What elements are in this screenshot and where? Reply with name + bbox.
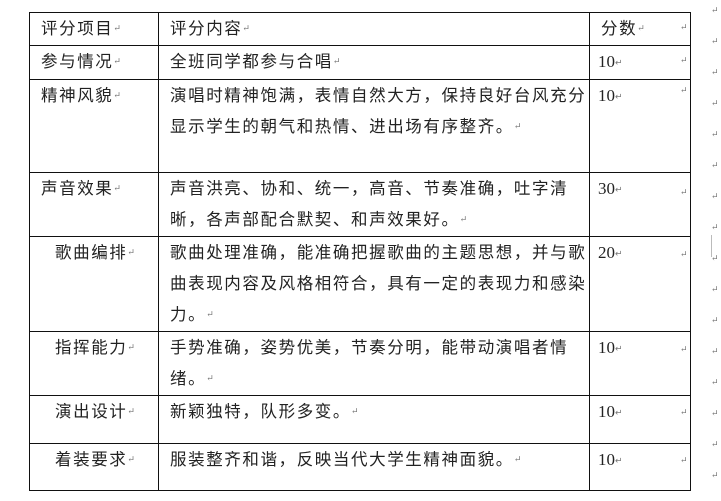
table-header-row: 评分项目↵ 评分内容↵ 分数↵	[29, 12, 691, 46]
row-end-mark: ↵	[680, 23, 688, 33]
table-row: 着装要求↵ 服装整齐和谐，反映当代大学生精神面貌。↵ 10↵	[29, 442, 691, 491]
row-end-mark: ↵	[680, 86, 688, 96]
row-end-mark: ↵	[680, 456, 688, 466]
table-row: 指挥能力↵ 手势准确，姿势优美，节奏分明，能带动演唱者情绪。↵ 10↵	[29, 330, 691, 396]
content-cell[interactable]: 全班同学都参与合唱↵	[158, 45, 590, 80]
item-cell[interactable]: 精神风貌↵	[29, 78, 159, 173]
paragraph-mark: ↵	[711, 409, 719, 419]
paragraph-mark: ↵	[711, 440, 719, 450]
header-cell[interactable]: 评分项目↵	[29, 12, 159, 46]
row-end-mark: ↵	[680, 56, 688, 66]
content-cell[interactable]: 演唱时精神饱满，表情自然大方，保持良好台风充分显示学生的朝气和热情、进出场有序整…	[158, 78, 590, 173]
table-row: 演出设计↵ 新颖独特，队形多变。↵ 10↵	[29, 394, 691, 444]
item-cell[interactable]: 着装要求↵	[29, 442, 159, 491]
table-row: 声音效果↵ 声音洪亮、协和、统一，高音、节奏准确，吐字清晰，各声部配合默契、和声效…	[29, 171, 691, 237]
header-cell[interactable]: 分数↵	[589, 12, 691, 46]
paragraph-mark: ↵	[711, 37, 719, 47]
item-cell[interactable]: 演出设计↵	[29, 394, 159, 444]
scoring-table: 评分项目↵ 评分内容↵ 分数↵ 参与情况↵ 全班同学都参与合唱↵ 10↵ 精神风貌↵ 演…	[29, 12, 691, 491]
paragraph-mark: ↵	[711, 6, 719, 16]
score-cell[interactable]: 30↵	[589, 171, 691, 237]
content-cell[interactable]: 手势准确，姿势优美，节奏分明，能带动演唱者情绪。↵	[158, 330, 590, 396]
row-end-mark: ↵	[680, 345, 688, 355]
score-cell[interactable]: 10↵	[589, 330, 691, 396]
paragraph-mark: ↵	[711, 285, 719, 295]
paragraph-mark: ↵	[711, 254, 719, 264]
paragraph-mark: ↵	[711, 68, 719, 78]
table-row: 参与情况↵ 全班同学都参与合唱↵ 10↵	[29, 45, 691, 80]
row-end-mark: ↵	[680, 250, 688, 260]
paragraph-mark: ↵	[711, 378, 719, 388]
paragraph-mark: ↵	[711, 223, 719, 233]
table-row: 精神风貌↵ 演唱时精神饱满，表情自然大方，保持良好台风充分显示学生的朝气和热情、进…	[29, 78, 691, 173]
paragraph-mark: ↵	[711, 130, 719, 140]
row-end-mark: ↵	[680, 188, 688, 198]
score-cell[interactable]: 10↵	[589, 78, 691, 173]
paragraph-mark: ↵	[711, 471, 719, 481]
item-cell[interactable]: 指挥能力↵	[29, 330, 159, 396]
item-cell[interactable]: 参与情况↵	[29, 45, 159, 80]
paragraph-mark: ↵	[711, 192, 719, 202]
score-cell[interactable]: 10↵	[589, 442, 691, 491]
paragraph-mark: ↵	[711, 347, 719, 357]
row-end-mark: ↵	[680, 408, 688, 418]
paragraph-mark: ↵	[711, 161, 719, 171]
content-cell[interactable]: 歌曲处理准确，能准确把握歌曲的主题思想，并与歌曲表现内容及风格相符合，具有一定的…	[158, 235, 590, 332]
text-cursor	[711, 235, 712, 257]
item-cell[interactable]: 声音效果↵	[29, 171, 159, 237]
item-cell[interactable]: 歌曲编排↵	[29, 235, 159, 332]
score-cell[interactable]: 10↵	[589, 394, 691, 444]
paragraph-mark: ↵	[711, 99, 719, 109]
content-cell[interactable]: 服装整齐和谐，反映当代大学生精神面貌。↵	[158, 442, 590, 491]
content-cell[interactable]: 新颖独特，队形多变。↵	[158, 394, 590, 444]
paragraph-mark: ↵	[711, 316, 719, 326]
table-row: 歌曲编排↵ 歌曲处理准确，能准确把握歌曲的主题思想，并与歌曲表现内容及风格相符合，…	[29, 235, 691, 332]
score-cell[interactable]: 20↵	[589, 235, 691, 332]
score-cell[interactable]: 10↵	[589, 45, 691, 80]
header-cell[interactable]: 评分内容↵	[158, 12, 590, 46]
content-cell[interactable]: 声音洪亮、协和、统一，高音、节奏准确，吐字清晰，各声部配合默契、和声效果好。↵	[158, 171, 590, 237]
